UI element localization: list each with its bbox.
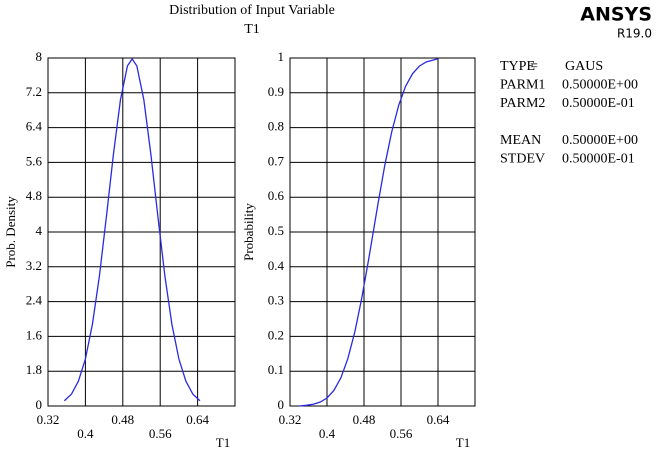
parameter-text: 0.50000E+00 — [562, 133, 638, 148]
y-tick-label: 0.4 — [268, 258, 285, 273]
y-tick-label: 6.4 — [26, 119, 43, 134]
x-tick-label: 0.4 — [319, 426, 336, 441]
parameter-text: TYPE — [500, 59, 535, 74]
y-tick-label: 4 — [36, 223, 43, 238]
y-tick-label: 0.1 — [268, 362, 284, 377]
y-tick-label: 2.4 — [26, 293, 43, 308]
data-line — [63, 57, 201, 402]
y-tick-label: 0 — [36, 397, 43, 412]
title: Distribution of Input Variable — [169, 3, 335, 18]
y-tick-label: 1 — [278, 49, 285, 64]
parameter-text: 0.50000E-01 — [562, 152, 635, 167]
version: R19.0 — [617, 27, 652, 41]
parameter-text: 0.50000E+00 — [562, 78, 638, 93]
y-axis-label: Prob. Density — [3, 196, 18, 268]
y-tick-label: 0.8 — [268, 119, 284, 134]
y-tick-label: 4.8 — [26, 188, 42, 203]
x-axis-label: T1 — [216, 435, 230, 450]
chart: 0 1.8 1.6 2.4 3.2 4 4.8 5.6 6.4 7.2 8 0.32 0.4 0.48 0.… — [3, 49, 236, 450]
parameter-text: MEAN — [500, 133, 541, 148]
y-tick-label: 0.3 — [268, 293, 284, 308]
y-tick-label: 7.2 — [26, 84, 42, 99]
x-tick-label: 0.32 — [279, 412, 302, 427]
subtitle: T1 — [244, 22, 260, 37]
y-tick-label: 5.6 — [26, 153, 43, 168]
y-tick-label: 0.9 — [268, 84, 284, 99]
parameter-text: GAUS — [565, 59, 603, 74]
y-tick-label: 0.6 — [268, 188, 285, 203]
y-tick-label: 8 — [36, 49, 43, 64]
parameter-text: = — [530, 59, 538, 74]
x-tick-label: 0.56 — [149, 426, 172, 441]
y-tick-label: 0.2 — [268, 327, 284, 342]
x-tick-label: 0.32 — [37, 412, 60, 427]
x-tick-label: 0.4 — [77, 426, 94, 441]
y-tick-label: 0.7 — [268, 153, 285, 168]
x-tick-label: 0.48 — [111, 412, 134, 427]
charts: 0 1.8 1.6 2.4 3.2 4 4.8 5.6 6.4 7.2 8 0.32 0.4 0.48 0.… — [3, 49, 476, 450]
y-tick-label: 1.6 — [26, 327, 43, 342]
x-tick-label: 0.48 — [353, 412, 376, 427]
parameter-text: STDEV — [500, 152, 545, 167]
parameters: TYPE= GAUS PARM1 0.50000E+00 PARM2 0.50000E-0… — [500, 59, 638, 167]
y-tick-label: 0.5 — [268, 223, 284, 238]
x-axis-label: T1 — [456, 435, 470, 450]
y-tick-label: 1.8 — [26, 362, 42, 377]
y-tick-label: 0 — [278, 397, 285, 412]
x-tick-label: 0.64 — [427, 412, 450, 427]
parameter-text: PARM2 — [500, 96, 545, 111]
y-axis-label: Probability — [241, 203, 256, 261]
parameter-text: PARM1 — [500, 78, 545, 93]
x-tick-label: 0.64 — [186, 412, 209, 427]
chart: 0 0.1 0.2 0.3 0.4 0.5 0.6 0.7 0.8 0.9 1 0.32 0.4 0.48… — [241, 49, 476, 450]
x-tick-label: 0.56 — [390, 426, 413, 441]
logo: ANSYS — [580, 4, 652, 26]
data-line — [299, 58, 439, 407]
parameter-text: 0.50000E-01 — [562, 96, 635, 111]
y-tick-label: 3.2 — [26, 258, 42, 273]
